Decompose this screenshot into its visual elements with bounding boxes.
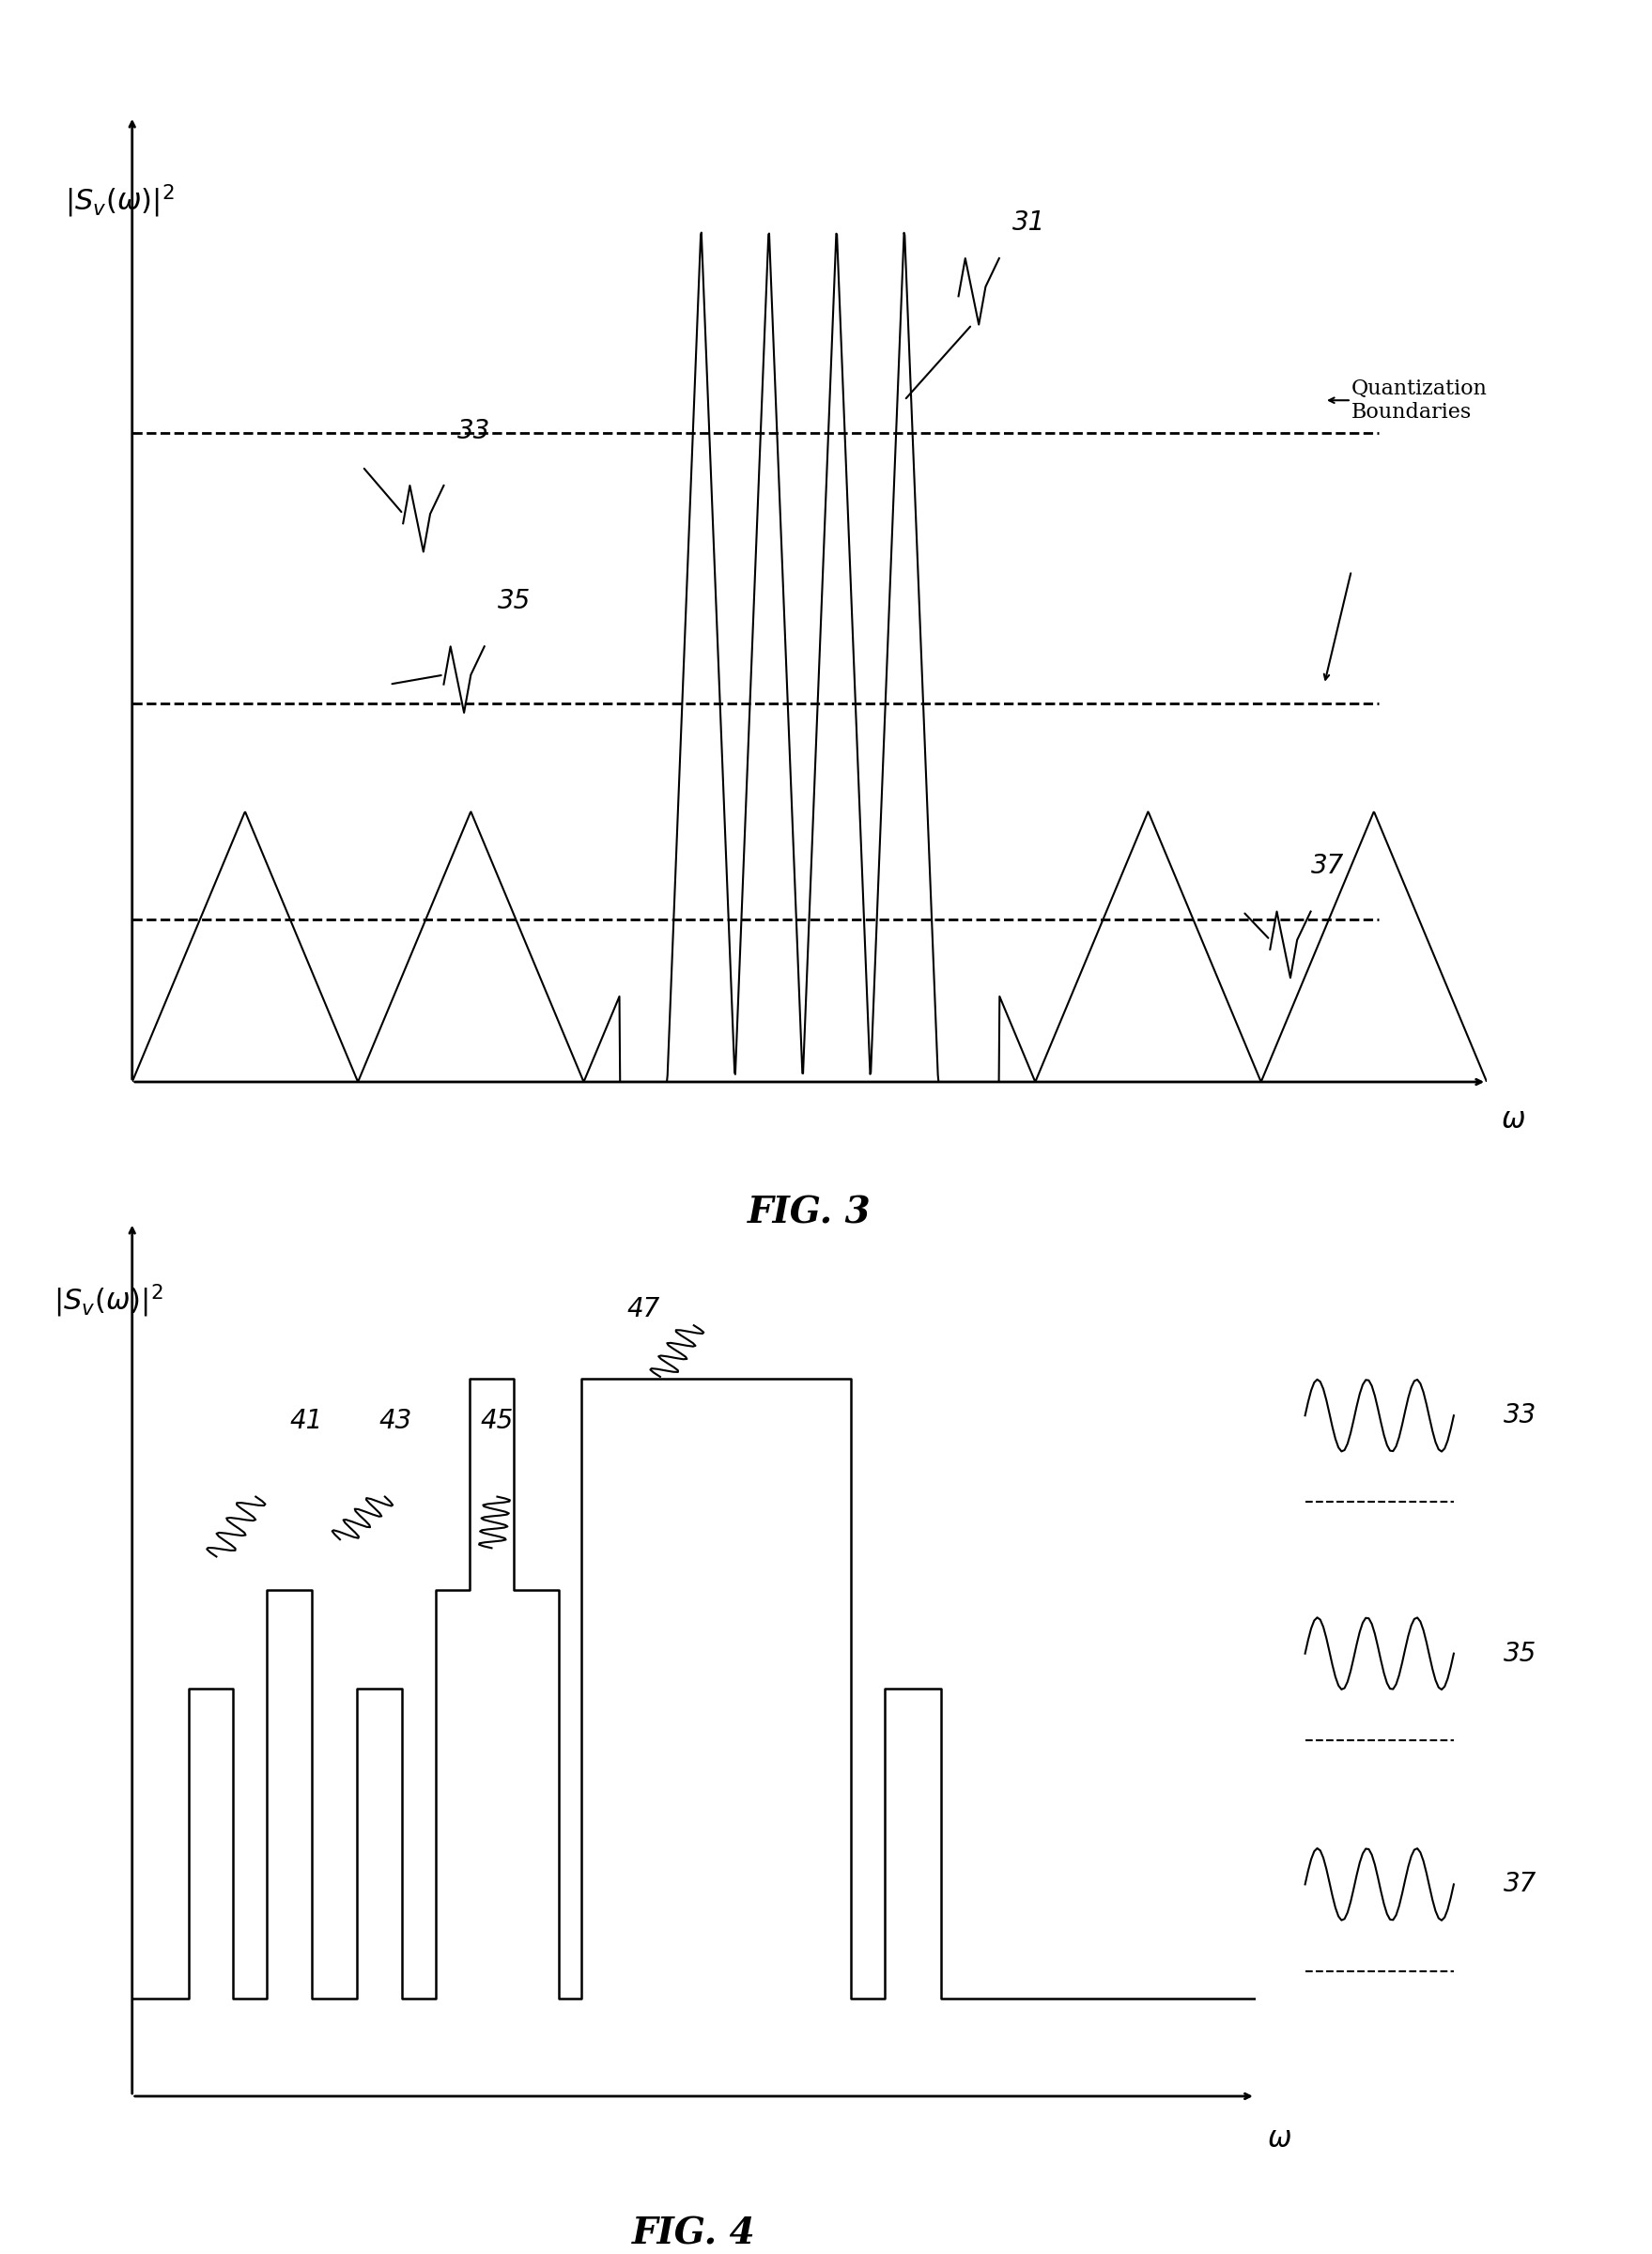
Text: 35: 35 (497, 588, 530, 613)
Text: 33: 33 (1503, 1402, 1536, 1429)
Text: 33: 33 (458, 417, 491, 444)
Text: 31: 31 (1013, 210, 1046, 237)
Text: 47: 47 (626, 1296, 659, 1323)
Text: FIG. 4: FIG. 4 (633, 2216, 755, 2252)
Text: $\omega$: $\omega$ (1500, 1104, 1525, 1134)
Text: $|S_v(\omega)|^2$: $|S_v(\omega)|^2$ (53, 1283, 164, 1319)
Text: Quantization
Boundaries: Quantization Boundaries (1351, 379, 1487, 421)
Text: 37: 37 (1503, 1871, 1536, 1898)
Text: 35: 35 (1503, 1641, 1536, 1666)
Text: FIG. 3: FIG. 3 (748, 1195, 871, 1231)
Text: $\omega$: $\omega$ (1267, 2126, 1292, 2153)
Text: 43: 43 (380, 1406, 413, 1434)
Text: $|S_v(\omega)|^2$: $|S_v(\omega)|^2$ (64, 183, 173, 219)
Text: 37: 37 (1310, 852, 1343, 879)
Text: 41: 41 (289, 1406, 322, 1434)
Text: 45: 45 (481, 1406, 514, 1434)
